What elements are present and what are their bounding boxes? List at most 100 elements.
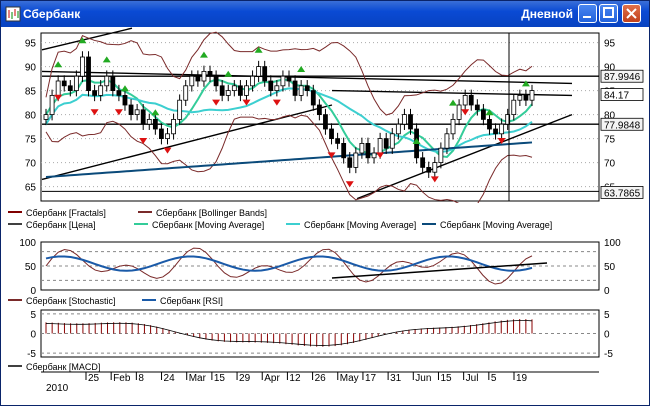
- candle-body: [323, 114, 328, 130]
- time-axis-label: 24: [164, 373, 176, 384]
- candle-body: [468, 95, 474, 106]
- legend-label: Сбербанк [Moving Average]: [440, 220, 552, 230]
- candle-body: [195, 75, 201, 82]
- candle-body: [462, 95, 468, 106]
- candle-body: [298, 85, 304, 96]
- close-button[interactable]: [622, 4, 641, 23]
- candle-body: [389, 133, 395, 149]
- fractal-down-marker: [461, 109, 470, 116]
- fractal-down-marker: [90, 109, 99, 116]
- time-axis-year-label: 2010: [46, 383, 69, 394]
- price-label: 77.9848: [604, 120, 641, 131]
- time-axis: 25 Feb 8 24 Mar 15 29 Apr 12 26 May 17 31 Jun 15 Jul 5 19…: [41, 371, 599, 394]
- candle-body: [256, 66, 262, 77]
- fractal-up-marker: [224, 70, 233, 77]
- legend-label: Сбербанк [Stochastic]: [26, 296, 115, 306]
- macd-tick-label: 0: [604, 330, 610, 341]
- fractal-down-marker: [497, 138, 506, 144]
- candle-body: [359, 143, 365, 154]
- oscillator-tick-label: 100: [604, 238, 621, 249]
- oscillator-legend: Сбербанк [Stochastic] Сбербанк [RSI]: [8, 296, 223, 306]
- candle-body: [55, 80, 61, 96]
- candle-body: [225, 90, 231, 96]
- chart-app-icon: [5, 6, 21, 22]
- macd-legend: Сбербанк [MACD]: [8, 362, 100, 372]
- fractal-up-marker: [78, 37, 87, 44]
- time-axis-label: 15: [440, 373, 452, 384]
- minimize-button[interactable]: [578, 4, 597, 23]
- price-tick-label: 85: [25, 87, 37, 98]
- oscillator-tick-label: 0: [604, 286, 610, 297]
- candle-body: [383, 138, 389, 149]
- period-label: Дневной: [521, 7, 573, 21]
- candle-body: [420, 157, 426, 168]
- macd-tick-label: -5: [27, 349, 36, 360]
- candle-body: [292, 80, 298, 96]
- fractal-up-marker: [412, 138, 421, 144]
- candle-body: [110, 75, 116, 92]
- candle-body: [438, 147, 444, 163]
- trend-line: [41, 70, 573, 85]
- candle-body: [371, 152, 377, 159]
- fractal-down-marker: [163, 147, 172, 154]
- candle-body: [286, 75, 292, 82]
- legend-label: Сбербанк [MACD]: [26, 362, 100, 372]
- oscillator-trend-line: [331, 262, 548, 279]
- candle-body: [347, 157, 353, 168]
- time-axis-label: 25: [88, 373, 100, 384]
- fractal-up-marker: [485, 109, 494, 116]
- fractal-down-marker: [54, 94, 63, 101]
- candle-body: [529, 90, 535, 101]
- candle-body: [353, 152, 359, 168]
- candle-body: [219, 85, 225, 96]
- macd-tick-label: -5: [604, 349, 613, 360]
- oscillator-line: [45, 247, 533, 285]
- price-tick-label: 80: [604, 111, 616, 122]
- time-axis-label: Feb: [113, 373, 131, 384]
- candle-body: [80, 56, 85, 77]
- candle-body: [152, 119, 158, 130]
- candle-body: [517, 95, 523, 101]
- price-tick-label: 95: [604, 39, 616, 50]
- maximize-icon: [603, 7, 614, 18]
- macd-histogram: [45, 319, 533, 347]
- time-axis-label: 31: [390, 373, 402, 384]
- candle-body: [316, 104, 322, 116]
- candle-body: [177, 99, 183, 120]
- price-tick-label: 70: [25, 159, 37, 170]
- oscillator-tick-label: 0: [30, 286, 36, 297]
- candle-body: [487, 119, 492, 130]
- price-legend: [2, 203, 648, 231]
- fractal-up-marker: [254, 46, 263, 53]
- close-icon: [626, 8, 637, 19]
- candle-body: [505, 114, 511, 125]
- candle-body: [268, 80, 274, 91]
- price-label: 63.7865: [604, 188, 641, 199]
- price-panel: [40, 32, 600, 202]
- minimize-icon: [583, 16, 591, 18]
- candle-body: [122, 95, 128, 106]
- candle-body: [499, 123, 505, 135]
- time-axis-label: 5: [491, 373, 497, 384]
- moving-average-line: [45, 141, 533, 178]
- price-label: 87.9946: [604, 72, 641, 83]
- fractal-down-marker: [327, 152, 336, 159]
- candle-body: [49, 95, 55, 116]
- candle-body: [43, 114, 49, 120]
- fractal-up-marker: [54, 61, 63, 68]
- fractal-up-marker: [449, 99, 458, 106]
- legend-label: Сбербанк [Moving Average]: [304, 220, 416, 230]
- time-axis-label: 17: [365, 373, 377, 384]
- candle-body: [274, 85, 280, 91]
- bollinger-bands: [45, 31, 533, 210]
- price-tick-label: 80: [25, 111, 37, 122]
- fractal-down-marker: [272, 99, 281, 106]
- price-tick-label: 70: [604, 159, 616, 170]
- fractal-down-marker: [212, 99, 221, 106]
- candle-body: [213, 75, 219, 87]
- maximize-button[interactable]: [599, 4, 618, 23]
- time-axis-label: 19: [516, 373, 528, 384]
- title-bar[interactable]: Сбербанк Дневной: [1, 1, 649, 27]
